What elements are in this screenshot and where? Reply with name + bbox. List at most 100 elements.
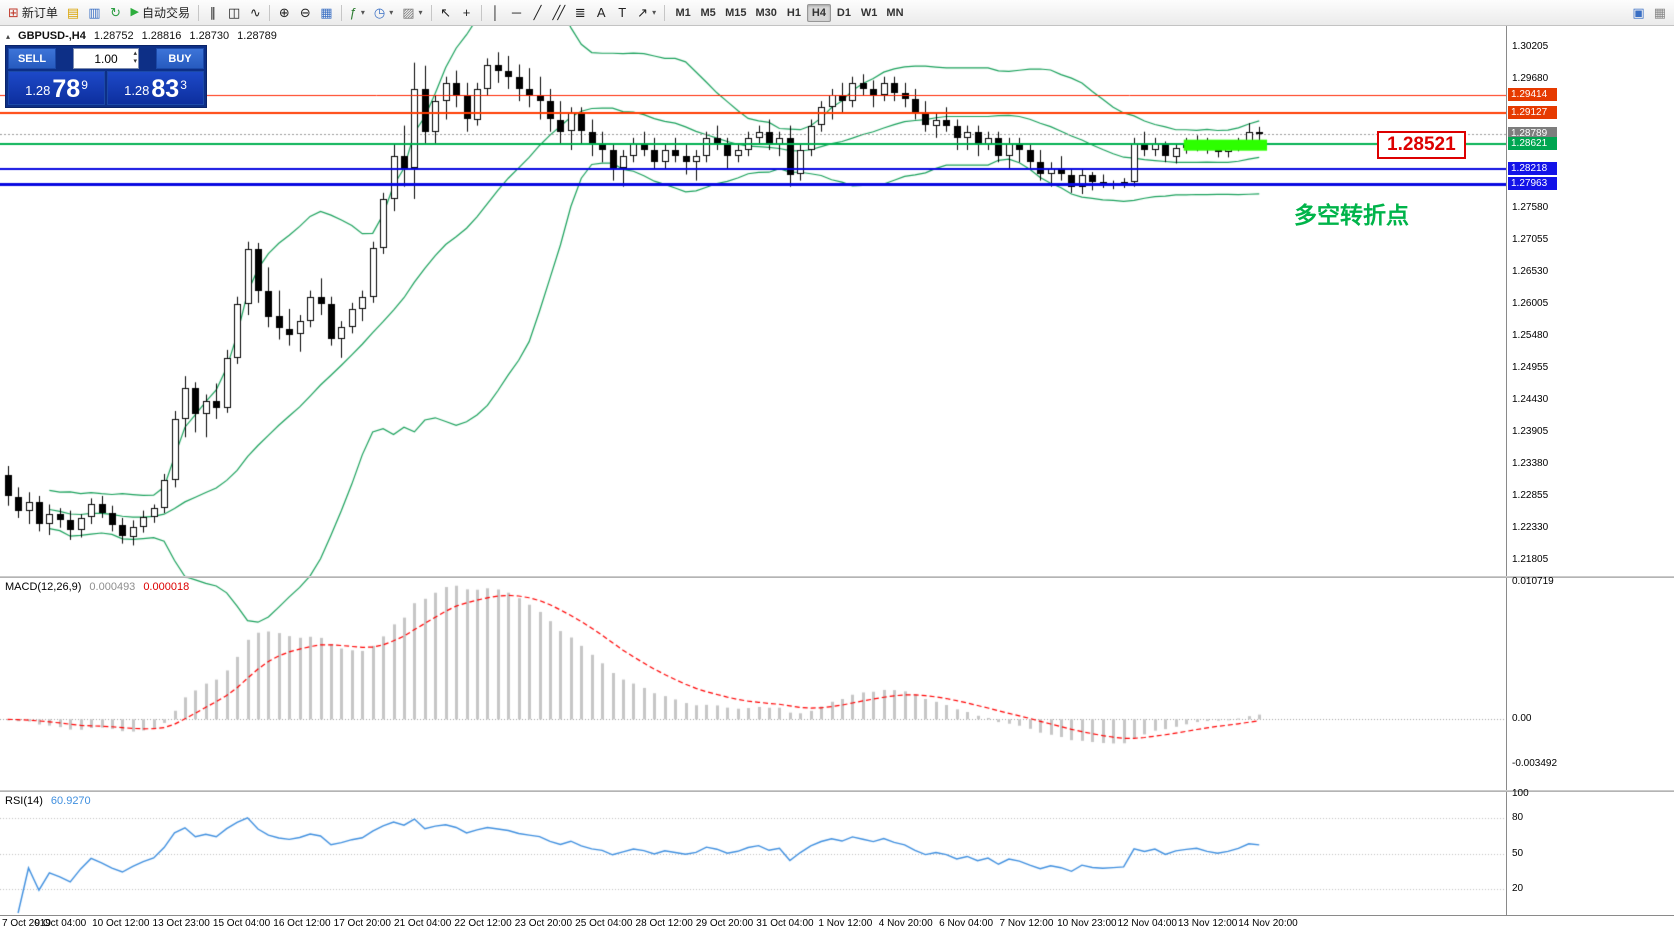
one-click-toggle-icon[interactable]: ▴ <box>6 31 11 41</box>
volume-value[interactable]: 1.00 <box>94 51 118 66</box>
price-badge: 1.28218 <box>1508 161 1557 175</box>
pane-splitter[interactable] <box>0 790 1674 792</box>
templates-button[interactable]: ▨ ▾ <box>398 3 426 23</box>
grid-icon: ▦ <box>1653 5 1666 20</box>
volume-spinner[interactable]: ▴ ▾ <box>133 50 137 66</box>
timeframe-button-h4[interactable]: H4 <box>806 3 831 22</box>
autotrading-label: 自动交易 <box>141 6 190 20</box>
label-tool-button[interactable]: T <box>612 3 632 23</box>
crosshair-button[interactable]: + <box>457 3 477 23</box>
zoom-in-button[interactable]: ⊕ <box>274 3 294 23</box>
autotrading-button[interactable]: ▶ 自动交易 <box>127 3 194 23</box>
chart-region: ▴ GBPUSD-,H4 1.28752 1.28816 1.28730 1.2… <box>0 26 1674 948</box>
zoom-out-button[interactable]: ⊖ <box>295 3 315 23</box>
price-axis-label: 1.26530 <box>1512 265 1549 277</box>
time-axis-label: 28 Oct 12:00 <box>635 918 693 929</box>
channel-button[interactable]: ╱╱ <box>549 3 570 23</box>
timeframe-button-m15[interactable]: M15 <box>721 4 750 22</box>
buy-button[interactable]: BUY <box>156 48 204 69</box>
rsi-value: 60.9270 <box>50 795 91 807</box>
cursor-icon: ↖ <box>440 5 451 20</box>
time-axis-label: 10 Oct 12:00 <box>92 918 150 929</box>
price-badge: 1.28621 <box>1508 136 1557 150</box>
time-axis-label: 14 Nov 20:00 <box>1238 918 1298 929</box>
price-axis-label: 1.27580 <box>1512 201 1549 213</box>
timeframe-button-mn[interactable]: MN <box>882 4 907 22</box>
chart-note-text[interactable]: 多空转折点 <box>1294 202 1409 228</box>
price-axis-label: 1.30205 <box>1512 41 1549 53</box>
time-axis-label: 13 Oct 23:00 <box>152 918 210 929</box>
text-tool-button[interactable]: A <box>591 3 611 23</box>
periods-button[interactable]: ◷ ▾ <box>370 3 397 23</box>
price-axis-label: 1.23905 <box>1512 426 1549 438</box>
time-axis-label: 6 Nov 04:00 <box>939 918 994 929</box>
rsi-pane-header: RSI(14) 60.9270 <box>5 795 91 807</box>
horizontal-line-button[interactable]: ─ <box>507 3 527 23</box>
rsi-label: RSI(14) <box>5 795 43 807</box>
label-tool-icon: T <box>618 5 627 20</box>
templates-icon: ▨ <box>402 5 415 20</box>
vertical-line-button[interactable]: │ <box>486 3 506 23</box>
tile-windows-icon: ▦ <box>320 5 333 20</box>
candlestick-chart-button[interactable]: ◫ <box>224 3 244 23</box>
line-chart-button[interactable]: ∿ <box>245 3 265 23</box>
sell-button[interactable]: SELL <box>8 48 56 69</box>
chart-window-button[interactable]: ▣ <box>1628 3 1648 23</box>
fibonacci-button[interactable]: ≣ <box>570 3 590 23</box>
price-axis-label: 1.22855 <box>1512 490 1549 502</box>
timeframe-button-d1[interactable]: D1 <box>832 4 856 22</box>
clock-icon: ◷ <box>373 5 386 20</box>
print-icon: ▥ <box>88 5 101 20</box>
spinner-down-icon[interactable]: ▾ <box>133 58 137 65</box>
timeframe-button-m30[interactable]: M30 <box>752 4 781 22</box>
price-axis-label: 1.27055 <box>1512 233 1549 245</box>
chart-ohlc-header: ▴ GBPUSD-,H4 1.28752 1.28816 1.28730 1.2… <box>6 30 277 42</box>
time-axis-label: 7 Oct 2019 <box>2 918 51 929</box>
close-value: 1.28789 <box>237 30 277 42</box>
rsi-axis-label: 50 <box>1512 847 1524 859</box>
bar-chart-button[interactable]: ∥ <box>203 3 223 23</box>
rsi-axis-label: 20 <box>1512 883 1524 895</box>
trendline-button[interactable]: ╱ <box>528 3 548 23</box>
refresh-icon: ↻ <box>110 5 121 20</box>
spinner-up-icon[interactable]: ▴ <box>133 50 137 57</box>
toolbar-separator <box>430 4 432 21</box>
price-level-box[interactable]: 1.28521 <box>1377 130 1466 159</box>
open-value: 1.28752 <box>93 30 134 42</box>
price-axis-label: 1.23380 <box>1512 458 1549 470</box>
pane-splitter[interactable] <box>0 576 1674 578</box>
time-axis-label: 7 Nov 12:00 <box>999 918 1054 929</box>
time-axis-label: 25 Oct 04:00 <box>575 918 633 929</box>
volume-stepper[interactable]: 1.00 ▴ ▾ <box>73 48 139 69</box>
time-axis-label: 10 Nov 23:00 <box>1057 918 1117 929</box>
price-axis-label: 1.25480 <box>1512 329 1549 341</box>
toolbar-separator <box>480 4 482 21</box>
arrows-tool-button[interactable]: ↗ ▾ <box>633 3 660 23</box>
price-axis-label: 1.24955 <box>1512 361 1549 373</box>
grid-button[interactable]: ▦ <box>1650 3 1670 23</box>
timeframe-button-m5[interactable]: M5 <box>696 4 720 22</box>
price-axis-label: 1.29680 <box>1512 73 1549 85</box>
sell-price-button[interactable]: 1.28 78 9 <box>8 71 105 105</box>
timeframe-button-m1[interactable]: M1 <box>671 4 695 22</box>
chart-list-button[interactable]: ▤ <box>63 3 83 23</box>
toolbar-separator <box>269 4 271 21</box>
buy-price-prefix: 1.28 <box>124 83 150 98</box>
new-order-button[interactable]: ⊞ 新订单 <box>4 3 62 23</box>
tile-windows-button[interactable]: ▦ <box>316 3 336 23</box>
buy-price-button[interactable]: 1.28 83 3 <box>107 71 204 105</box>
time-axis-label: 13 Nov 12:00 <box>1177 918 1238 929</box>
refresh-button[interactable]: ↻ <box>106 3 126 23</box>
timeframe-button-h1[interactable]: H1 <box>782 4 806 22</box>
indicators-button[interactable]: ƒ ▾ <box>346 3 369 23</box>
timeframe-button-w1[interactable]: W1 <box>857 4 882 22</box>
sell-price-sup: 9 <box>81 78 88 92</box>
cursor-button[interactable]: ↖ <box>436 3 456 23</box>
chart-canvas[interactable] <box>0 26 1506 948</box>
print-button[interactable]: ▥ <box>84 3 104 23</box>
price-badge: 1.29414 <box>1508 88 1557 102</box>
price-axis-separator[interactable] <box>1506 26 1507 915</box>
new-order-label: 新订单 <box>21 6 58 20</box>
toolbar: ⊞ 新订单 ▤ ▥ ↻ ▶ 自动交易 ∥ ◫ ∿ ⊕ ⊖ ▦ <box>0 0 1674 26</box>
